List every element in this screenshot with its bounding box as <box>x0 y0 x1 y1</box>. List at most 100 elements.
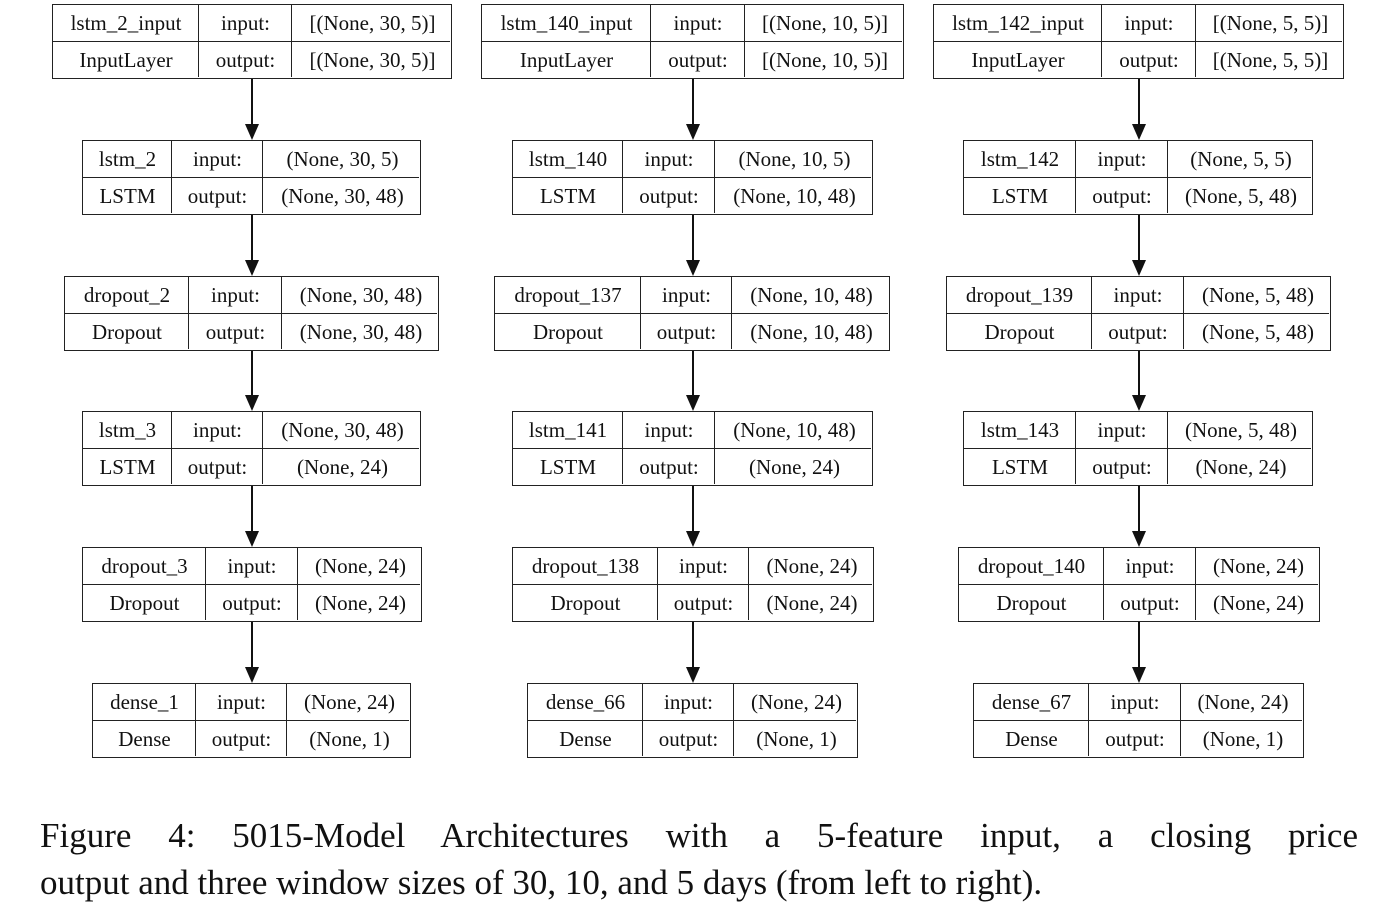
arrow-head-icon <box>1132 531 1146 547</box>
layer-name: dense_67 <box>991 690 1072 714</box>
layer-name: dropout_137 <box>514 283 622 307</box>
arrow-head-icon <box>245 667 259 683</box>
layer-type: InputLayer <box>519 48 614 72</box>
layer-node: dense_66 input: (None, 24) Dense output: (Non… <box>527 683 858 758</box>
output-shape-value: (None, 24) <box>1195 455 1287 479</box>
output-shape-value: (None, 10, 48) <box>733 184 856 208</box>
layer-type: LSTM <box>991 184 1048 208</box>
input-label: input: <box>663 690 713 714</box>
layer-node: lstm_2_input input: [(None, 30, 5)] InputLa… <box>52 4 452 79</box>
layer-node: lstm_140 input: (None, 10, 5) LSTM output: (N… <box>512 140 873 215</box>
connector-arrow <box>251 622 253 668</box>
row-divider <box>513 177 871 178</box>
layer-node: dropout_138 input: (None, 24) Dropout output… <box>512 547 874 622</box>
input-shape-value: (None, 24) <box>304 690 395 714</box>
input-label: input: <box>661 283 711 307</box>
input-shape-value: (None, 30, 48) <box>299 283 423 307</box>
output-shape-value: [(None, 5, 5)] <box>1212 48 1329 72</box>
row-divider <box>93 720 409 721</box>
output-shape-value: (None, 5, 48) <box>1185 184 1297 208</box>
output-label: output: <box>1092 184 1152 208</box>
output-shape-value: (None, 1) <box>309 727 390 751</box>
layer-node: dropout_2 input: (None, 30, 48) Dropout outp… <box>64 276 439 351</box>
input-shape-value: (None, 30, 5) <box>286 147 399 171</box>
output-label: output: <box>673 591 734 615</box>
arrow-head-icon <box>686 260 700 276</box>
arrow-head-icon <box>686 395 700 411</box>
input-shape-value: (None, 10, 5) <box>738 147 851 171</box>
output-label: output: <box>639 455 699 479</box>
connector-arrow <box>1138 79 1140 125</box>
input-label: input: <box>1097 418 1147 442</box>
connector-arrow <box>251 351 253 396</box>
output-label: output: <box>1108 320 1168 344</box>
output-shape-value: (None, 24) <box>749 455 840 479</box>
arrow-head-icon <box>1132 667 1146 683</box>
row-divider <box>964 177 1311 178</box>
input-shape-value: (None, 5, 48) <box>1202 283 1314 307</box>
connector-arrow <box>692 351 694 396</box>
output-label: output: <box>658 727 719 751</box>
layer-node: dropout_139 input: (None, 5, 48) Dropout out… <box>946 276 1331 351</box>
layer-node: dropout_3 input: (None, 24) Dropout output: (… <box>82 547 422 622</box>
input-label: input: <box>227 554 277 578</box>
layer-type: Dropout <box>533 320 603 344</box>
output-label: output: <box>1119 48 1179 72</box>
input-label: input: <box>678 554 728 578</box>
connector-arrow <box>251 215 253 261</box>
connector-arrow <box>1138 486 1140 532</box>
layer-type: LSTM <box>539 184 596 208</box>
arrow-head-icon <box>1132 395 1146 411</box>
row-divider <box>83 448 419 449</box>
input-label: input: <box>1110 690 1160 714</box>
layer-name: dropout_140 <box>977 554 1086 578</box>
layer-type: Dropout <box>984 320 1055 344</box>
input-shape-value: (None, 10, 48) <box>733 418 856 442</box>
row-divider <box>934 41 1342 42</box>
layer-node: dense_1 input: (None, 24) Dense output: (None… <box>92 683 411 758</box>
output-label: output: <box>215 48 276 72</box>
layer-node: lstm_140_input input: [(None, 10, 5)] Input… <box>481 4 904 79</box>
input-shape-value: (None, 5, 48) <box>1185 418 1297 442</box>
output-label: output: <box>656 320 717 344</box>
row-divider <box>53 41 450 42</box>
arrow-head-icon <box>245 124 259 140</box>
arrow-head-icon <box>245 395 259 411</box>
row-divider <box>83 584 420 585</box>
input-shape-value: [(None, 10, 5)] <box>762 11 888 35</box>
layer-type: LSTM <box>991 455 1048 479</box>
model-architecture-right: lstm_142_input input: [(None, 5, 5)] InputL… <box>933 4 1344 758</box>
arrow-head-icon <box>686 531 700 547</box>
layer-name: lstm_143 <box>980 418 1060 442</box>
input-label: input: <box>1113 283 1163 307</box>
output-shape-value: (None, 30, 48) <box>299 320 423 344</box>
layer-type: Dense <box>1005 727 1058 751</box>
input-label: input: <box>220 11 270 35</box>
input-label: input: <box>644 147 694 171</box>
layer-node: lstm_142_input input: [(None, 5, 5)] InputL… <box>933 4 1344 79</box>
output-label: output: <box>668 48 728 72</box>
layer-name: lstm_142_input <box>952 11 1084 35</box>
layer-name: dense_1 <box>110 690 179 714</box>
arrow-head-icon <box>686 667 700 683</box>
input-shape-value: (None, 24) <box>1213 554 1304 578</box>
output-shape-value: (None, 24) <box>297 455 388 479</box>
output-shape-value: [(None, 10, 5)] <box>762 48 888 72</box>
layer-name: dropout_2 <box>83 283 171 307</box>
input-label: input: <box>210 283 260 307</box>
layer-node: lstm_142 input: (None, 5, 5) LSTM output: (No… <box>963 140 1313 215</box>
input-shape-value: [(None, 5, 5)] <box>1212 11 1329 35</box>
layer-name: lstm_142 <box>980 147 1060 171</box>
row-divider <box>959 584 1318 585</box>
input-shape-value: (None, 30, 48) <box>281 418 404 442</box>
arrow-head-icon <box>1132 124 1146 140</box>
output-label: output: <box>639 184 699 208</box>
layer-name: lstm_2_input <box>70 11 182 35</box>
layer-type: InputLayer <box>79 48 173 72</box>
input-shape-value: (None, 24) <box>751 690 842 714</box>
arrow-head-icon <box>686 124 700 140</box>
layer-type: LSTM <box>539 455 596 479</box>
row-divider <box>83 177 419 178</box>
arrow-head-icon <box>1132 260 1146 276</box>
row-divider <box>974 720 1302 721</box>
